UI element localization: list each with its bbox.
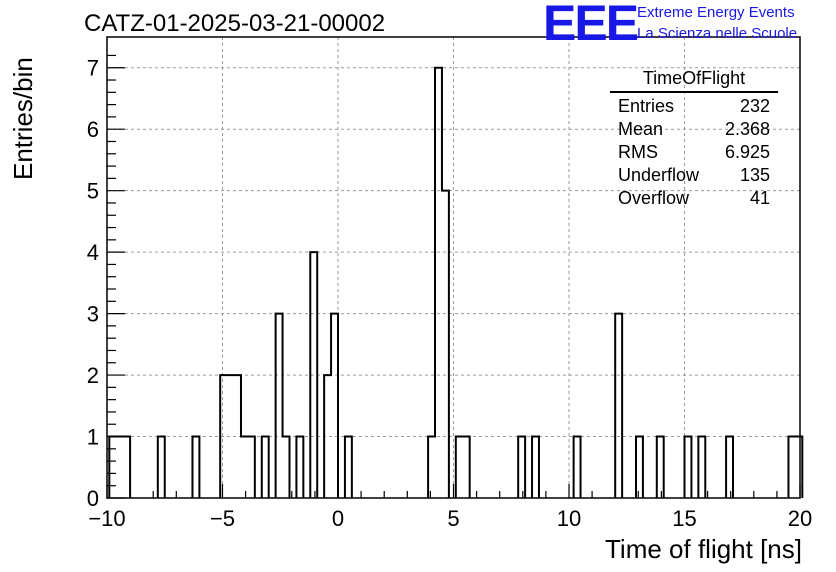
y-tick-label: 0 [87,486,99,511]
histogram-bin [442,191,449,498]
histogram-bin [726,437,733,498]
histogram-bin [463,437,470,498]
stats-label: Overflow [618,188,690,208]
histogram-bin [636,437,643,498]
stats-label: Entries [618,96,675,116]
histogram-bin [109,437,116,498]
stats-label: Underflow [618,165,700,185]
histogram-bin [123,437,130,498]
eee-logo: EEE [543,0,639,51]
stats-row: RMS 6.925 [610,141,778,164]
histogram-bin [241,437,248,498]
x-tick-label: −5 [210,506,235,531]
histogram-bin [331,314,338,498]
y-tick-label: 5 [87,179,99,204]
stats-row: Mean 2.368 [610,118,778,141]
logo-subtitle-1: Extreme Energy Events [637,4,795,21]
histogram-bin [296,437,303,498]
stats-box: TimeOfFlight Entries 232 Mean 2.368 RMS … [610,68,778,210]
histogram-bin [345,437,352,498]
stats-value: 135 [739,165,770,185]
histogram-bin [283,437,290,498]
y-tick-label: 4 [87,240,99,265]
x-tick-label: −10 [88,506,125,531]
x-tick-label: 5 [447,506,459,531]
histogram-bin [615,314,622,498]
histogram-bin [248,437,255,498]
x-tick-label: 10 [557,506,581,531]
stats-value: 6.925 [724,142,770,162]
histogram-bin [685,437,692,498]
histogram-bin [192,437,199,498]
y-tick-label: 7 [87,56,99,81]
x-tick-label: 0 [332,506,344,531]
y-tick-label: 2 [87,363,99,388]
histogram-bin [262,437,269,498]
y-tick-label: 1 [87,425,99,450]
histogram-bin [428,437,435,498]
histogram-bin [116,437,123,498]
histogram-bin [574,437,581,498]
x-axis-label: Time of flight [ns] [605,534,802,564]
stats-row: Entries 232 [610,95,778,118]
y-axis-label: Entries/bin [8,57,38,180]
plot-frame [106,36,801,499]
stats-row: Overflow 41 [610,187,778,210]
histogram-bin [456,437,463,498]
histogram-bin [158,437,165,498]
histogram-bin [698,437,705,498]
x-tick-label: 20 [788,506,812,531]
histogram-bin [657,437,664,498]
stats-title: TimeOfFlight [610,68,778,93]
y-tick-label: 3 [87,302,99,327]
logo-subtitle-2: La Scienza nelle Scuole [637,25,798,42]
histogram-bin [518,437,525,498]
histogram-bin [532,437,539,498]
histogram-bin [276,314,283,498]
stats-value: 2.368 [724,119,770,139]
histogram-bin [788,437,795,498]
stats-value: 41 [749,188,770,208]
stats-label: Mean [618,119,664,139]
x-tick-label: 15 [672,506,696,531]
axis-ticks: −10 −5 0 5 10 15 20 0 1 2 3 4 5 6 7 [87,54,812,531]
stats-value: 232 [739,96,770,116]
chart-title: CATZ-01-2025-03-21-00002 [84,10,386,37]
histogram-bin [795,437,802,498]
stats-row: Underflow 135 [610,164,778,187]
stats-label: RMS [618,142,658,162]
histogram-bin [435,68,442,498]
y-tick-label: 6 [87,117,99,142]
